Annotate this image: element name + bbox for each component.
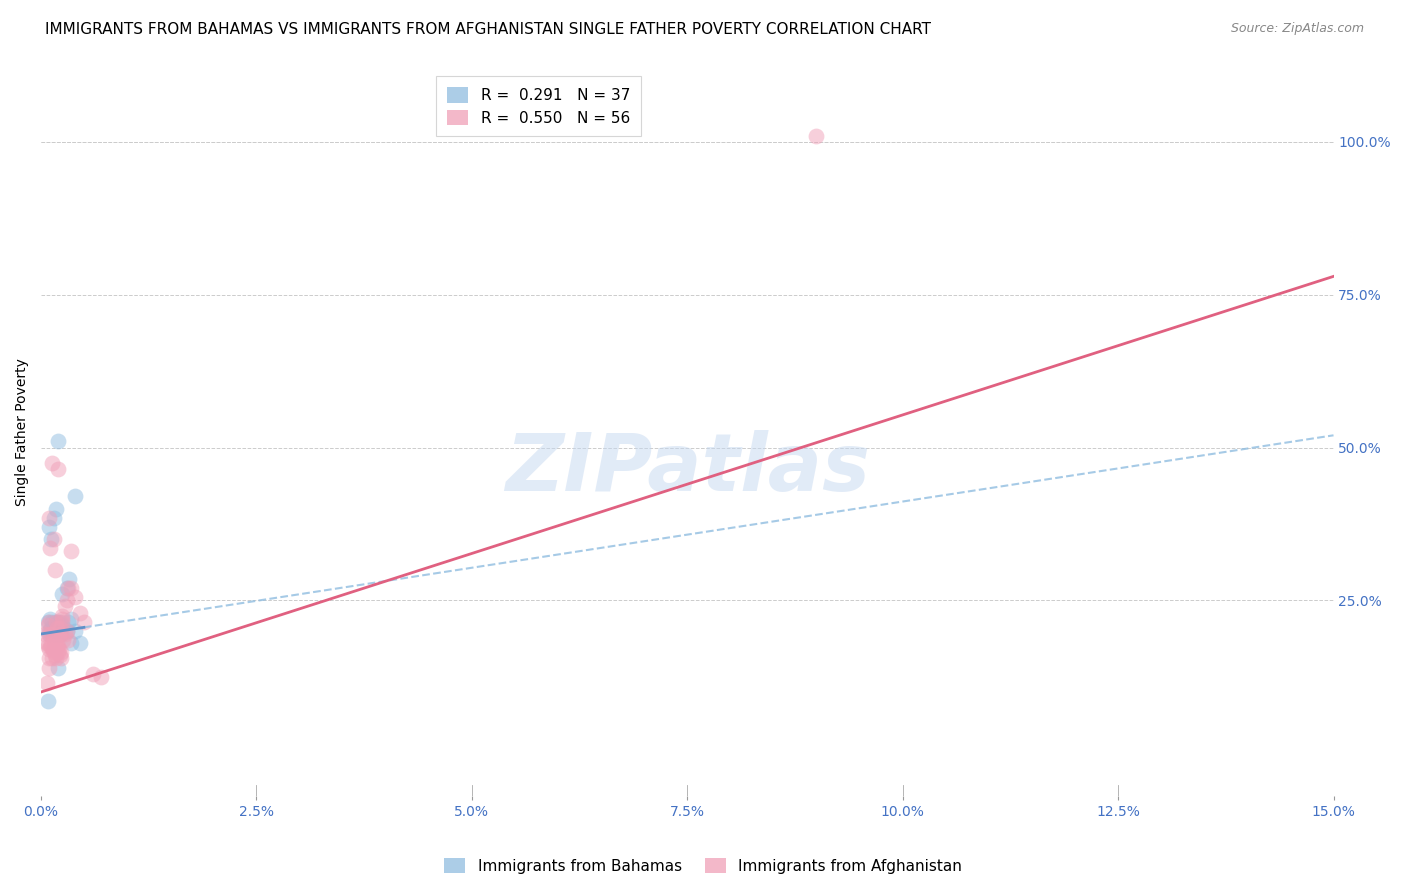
Point bbox=[38, 627, 60, 641]
Point bbox=[37, 617, 59, 632]
Point bbox=[45, 651, 67, 665]
Legend: R =  0.291   N = 37, R =  0.550   N = 56: R = 0.291 N = 37, R = 0.550 N = 56 bbox=[436, 76, 641, 136]
Point bbox=[39, 541, 62, 556]
Point bbox=[45, 615, 67, 629]
Point bbox=[55, 581, 77, 595]
Point bbox=[45, 615, 67, 629]
Text: ZIPatlas: ZIPatlas bbox=[505, 430, 870, 508]
Point bbox=[48, 642, 70, 657]
Point bbox=[46, 639, 69, 653]
Point bbox=[45, 501, 67, 516]
Point bbox=[51, 617, 73, 632]
Point bbox=[42, 627, 65, 641]
Point bbox=[39, 627, 62, 641]
Point bbox=[51, 608, 73, 623]
Point bbox=[59, 612, 82, 626]
Point bbox=[58, 633, 80, 648]
Point bbox=[37, 694, 59, 708]
Point bbox=[42, 511, 65, 525]
Point bbox=[65, 624, 87, 638]
Point bbox=[38, 642, 60, 657]
Point bbox=[51, 587, 73, 601]
Point bbox=[46, 627, 69, 641]
Point bbox=[44, 648, 66, 663]
Point bbox=[38, 520, 60, 534]
Point bbox=[59, 581, 82, 595]
Point bbox=[38, 624, 60, 638]
Point bbox=[46, 615, 69, 629]
Point bbox=[44, 636, 66, 650]
Text: Source: ZipAtlas.com: Source: ZipAtlas.com bbox=[1230, 22, 1364, 36]
Point bbox=[55, 624, 77, 638]
Legend: Immigrants from Bahamas, Immigrants from Afghanistan: Immigrants from Bahamas, Immigrants from… bbox=[437, 852, 969, 880]
Point bbox=[46, 462, 69, 476]
Point bbox=[42, 630, 65, 644]
Point bbox=[73, 615, 96, 629]
Point bbox=[46, 639, 69, 653]
Point bbox=[82, 666, 104, 681]
Point bbox=[35, 676, 58, 690]
Point bbox=[39, 533, 62, 547]
Point bbox=[49, 648, 72, 663]
Point bbox=[38, 511, 60, 525]
Point bbox=[58, 615, 80, 629]
Point bbox=[58, 572, 80, 586]
Point bbox=[55, 593, 77, 607]
Point bbox=[90, 670, 112, 684]
Point bbox=[46, 624, 69, 638]
Point bbox=[48, 621, 70, 635]
Point bbox=[41, 456, 63, 470]
Point bbox=[49, 624, 72, 638]
Point bbox=[42, 624, 65, 638]
Point bbox=[53, 627, 76, 641]
Point bbox=[49, 621, 72, 635]
Point bbox=[42, 645, 65, 659]
Point bbox=[69, 636, 91, 650]
Point bbox=[37, 639, 59, 653]
Point bbox=[46, 621, 69, 635]
Point bbox=[53, 599, 76, 614]
Point bbox=[37, 615, 59, 629]
Point bbox=[44, 617, 66, 632]
Point bbox=[39, 639, 62, 653]
Y-axis label: Single Father Poverty: Single Father Poverty bbox=[15, 359, 30, 506]
Point bbox=[49, 651, 72, 665]
Point bbox=[58, 581, 80, 595]
Point bbox=[49, 627, 72, 641]
Point bbox=[41, 615, 63, 629]
Point bbox=[44, 624, 66, 638]
Point bbox=[38, 615, 60, 629]
Point bbox=[51, 615, 73, 629]
Point bbox=[34, 627, 56, 641]
Point bbox=[39, 621, 62, 635]
Point bbox=[51, 627, 73, 641]
Point bbox=[38, 651, 60, 665]
Point bbox=[46, 434, 69, 449]
Point bbox=[42, 642, 65, 657]
Point bbox=[51, 612, 73, 626]
Point bbox=[38, 660, 60, 674]
Point bbox=[39, 612, 62, 626]
Point bbox=[69, 606, 91, 620]
Point bbox=[59, 544, 82, 558]
Point bbox=[52, 633, 75, 648]
Point bbox=[55, 624, 77, 638]
Point bbox=[39, 639, 62, 653]
Point bbox=[806, 128, 828, 143]
Point bbox=[48, 627, 70, 641]
Point bbox=[46, 660, 69, 674]
Point bbox=[59, 636, 82, 650]
Point bbox=[38, 627, 60, 641]
Text: IMMIGRANTS FROM BAHAMAS VS IMMIGRANTS FROM AFGHANISTAN SINGLE FATHER POVERTY COR: IMMIGRANTS FROM BAHAMAS VS IMMIGRANTS FR… bbox=[45, 22, 931, 37]
Point bbox=[46, 645, 69, 659]
Point bbox=[48, 627, 70, 641]
Point bbox=[65, 591, 87, 605]
Point bbox=[51, 645, 73, 659]
Point bbox=[44, 563, 66, 577]
Point bbox=[65, 490, 87, 504]
Point bbox=[41, 651, 63, 665]
Point bbox=[42, 533, 65, 547]
Point bbox=[35, 636, 58, 650]
Point bbox=[49, 615, 72, 629]
